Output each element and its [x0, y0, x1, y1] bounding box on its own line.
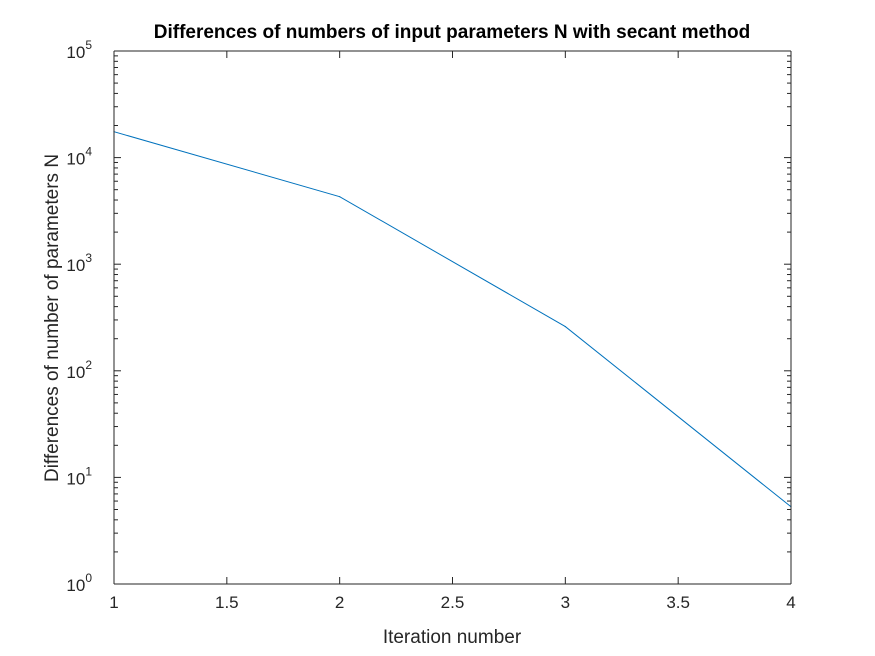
y-tick-label: 103 [66, 251, 92, 275]
x-tick-label: 1 [109, 593, 118, 612]
x-tick-label: 3 [561, 593, 570, 612]
y-tick-label: 104 [66, 145, 92, 169]
series-line [113, 131, 792, 508]
x-tick-label: 2.5 [441, 593, 465, 612]
chart-title: Differences of numbers of input paramete… [154, 22, 751, 43]
x-tick-label: 3.5 [666, 593, 690, 612]
data-point [564, 325, 566, 328]
x-tick-label: 1.5 [215, 593, 239, 612]
x-tick-label: 4 [786, 593, 795, 612]
y-tick-label: 101 [66, 464, 92, 488]
plot-area [114, 51, 791, 584]
y-tick-label: 105 [66, 38, 92, 62]
x-tick-label: 2 [335, 593, 344, 612]
y-tick-label: 102 [66, 358, 92, 382]
data-point [339, 196, 341, 198]
y-axis-label: Differences of number of parameters N [42, 154, 63, 482]
ticks-layer: 1 1.5 2 2.5 3 3.5 4 100 101 102 103 104 105 [66, 38, 795, 612]
x-axis-label: Iteration number [383, 627, 522, 648]
y-tick-label: 100 [66, 571, 92, 595]
